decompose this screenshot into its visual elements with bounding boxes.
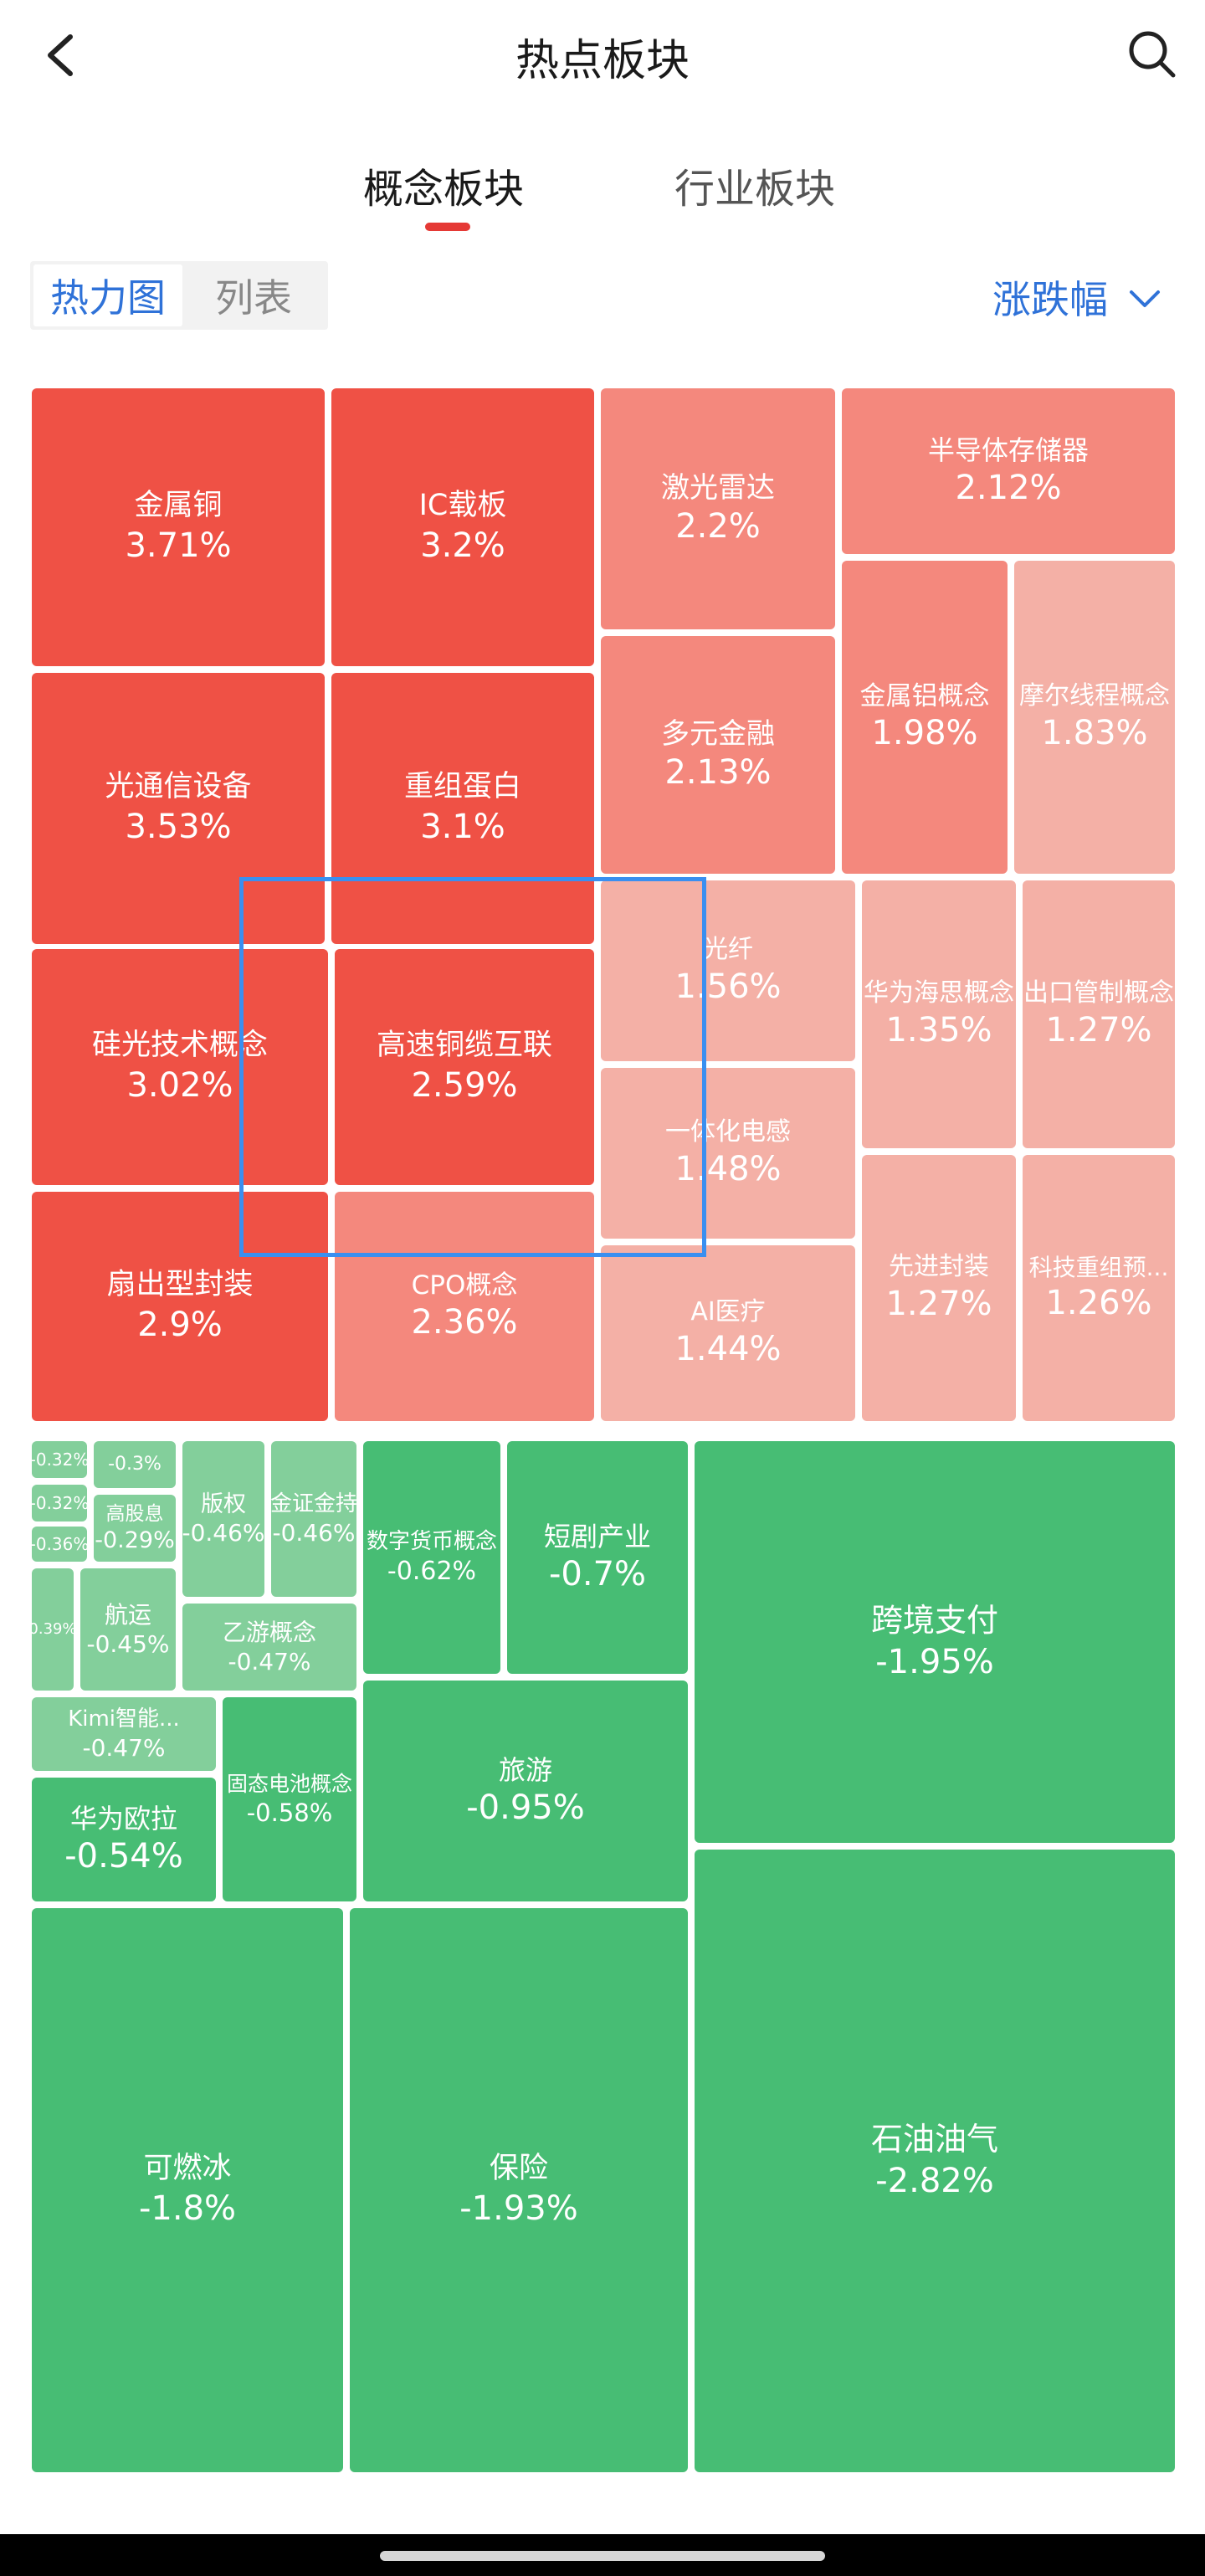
sort-label: 涨跌幅 bbox=[992, 277, 1108, 322]
treemap-tile[interactable]: 可燃冰 -1.8% bbox=[32, 1908, 343, 2472]
treemap-tile[interactable]: 金证金持 -0.46% bbox=[271, 1441, 356, 1597]
treemap-tile[interactable]: 金属铜 3.71% bbox=[32, 388, 325, 666]
treemap-tile[interactable]: 乙游概念 -0.47% bbox=[182, 1604, 356, 1691]
treemap-tile[interactable]: Kimi智能... -0.47% bbox=[32, 1697, 216, 1771]
treemap-tile[interactable]: -0.3% bbox=[94, 1441, 176, 1488]
treemap-tile[interactable]: 重组蛋白 3.1% bbox=[331, 673, 594, 944]
treemap-tile[interactable]: 激光雷达 2.2% bbox=[601, 388, 835, 629]
treemap-tile[interactable]: -0.32% bbox=[32, 1485, 87, 1521]
search-icon bbox=[1129, 31, 1176, 78]
treemap-tile[interactable]: 华为海思概念 1.35% bbox=[862, 880, 1016, 1148]
active-tab-indicator bbox=[425, 223, 470, 231]
treemap-tile[interactable]: 摩尔线程概念 1.83% bbox=[1014, 561, 1175, 874]
list-view-button[interactable]: 列表 bbox=[215, 275, 292, 321]
treemap-tile[interactable]: 硅光技术概念 3.02% bbox=[32, 949, 328, 1185]
treemap-tile[interactable]: 光纤 1.56% bbox=[601, 880, 855, 1061]
treemap-tile[interactable]: 跨境支付 -1.95% bbox=[695, 1441, 1175, 1843]
search-button[interactable] bbox=[1125, 27, 1178, 80]
treemap-tile[interactable]: -0.36% bbox=[32, 1527, 87, 1562]
tab-industry-sectors[interactable]: 行业板块 bbox=[674, 166, 836, 213]
treemap-tile[interactable]: IC载板 3.2% bbox=[331, 388, 594, 666]
treemap-tile[interactable]: 石油油气 -2.82% bbox=[695, 1850, 1175, 2472]
treemap-tile[interactable]: 华为欧拉 -0.54% bbox=[32, 1778, 216, 1901]
treemap-tile[interactable]: 金属铝概念 1.98% bbox=[842, 561, 1008, 874]
treemap-tile[interactable]: 高速铜缆互联 2.59% bbox=[335, 949, 594, 1185]
page-title: 热点板块 bbox=[515, 36, 690, 86]
treemap-tile[interactable]: -0.32% bbox=[32, 1441, 87, 1478]
treemap-tile[interactable]: 光通信设备 3.53% bbox=[32, 673, 325, 944]
heatmap-view-button[interactable]: 热力图 bbox=[33, 264, 182, 326]
home-indicator[interactable] bbox=[380, 2551, 825, 2561]
chevron-left-icon bbox=[48, 34, 73, 76]
back-button[interactable] bbox=[37, 30, 87, 80]
view-toggle: 热力图 列表 bbox=[30, 261, 328, 330]
treemap-tile[interactable]: 扇出型封装 2.9% bbox=[32, 1192, 328, 1421]
treemap-tile[interactable]: CPO概念 2.36% bbox=[335, 1192, 594, 1421]
treemap-tile[interactable]: 航运 -0.45% bbox=[80, 1568, 176, 1691]
chevron-down-icon bbox=[1130, 290, 1160, 307]
treemap-tile[interactable]: 保险 -1.93% bbox=[350, 1908, 688, 2472]
treemap-tile[interactable]: 固态电池概念 -0.58% bbox=[223, 1697, 356, 1901]
treemap-tile[interactable]: 一体化电感 1.48% bbox=[601, 1068, 855, 1239]
sort-dropdown[interactable]: 涨跌幅 bbox=[992, 268, 1163, 326]
treemap-tile[interactable]: 多元金融 2.13% bbox=[601, 636, 835, 874]
treemap-tile[interactable]: 先进封装 1.27% bbox=[862, 1155, 1016, 1421]
treemap-tile[interactable]: 数字货币概念 -0.62% bbox=[363, 1441, 500, 1674]
tab-concept-sectors[interactable]: 概念板块 bbox=[363, 166, 525, 213]
treemap-tile[interactable]: 科技重组预... 1.26% bbox=[1023, 1155, 1175, 1421]
treemap-tile[interactable]: 短剧产业 -0.7% bbox=[507, 1441, 688, 1674]
treemap-tile[interactable]: 版权 -0.46% bbox=[182, 1441, 264, 1597]
treemap-tile[interactable]: 旅游 -0.95% bbox=[363, 1681, 688, 1901]
treemap-tile[interactable]: 0.39% bbox=[32, 1568, 74, 1691]
treemap-tile[interactable]: 出口管制概念 1.27% bbox=[1023, 880, 1175, 1148]
treemap-tile[interactable]: 高股息 -0.29% bbox=[94, 1495, 176, 1562]
treemap-tile[interactable]: AI医疗 1.44% bbox=[601, 1245, 855, 1421]
treemap-tile[interactable]: 半导体存储器 2.12% bbox=[842, 388, 1175, 554]
